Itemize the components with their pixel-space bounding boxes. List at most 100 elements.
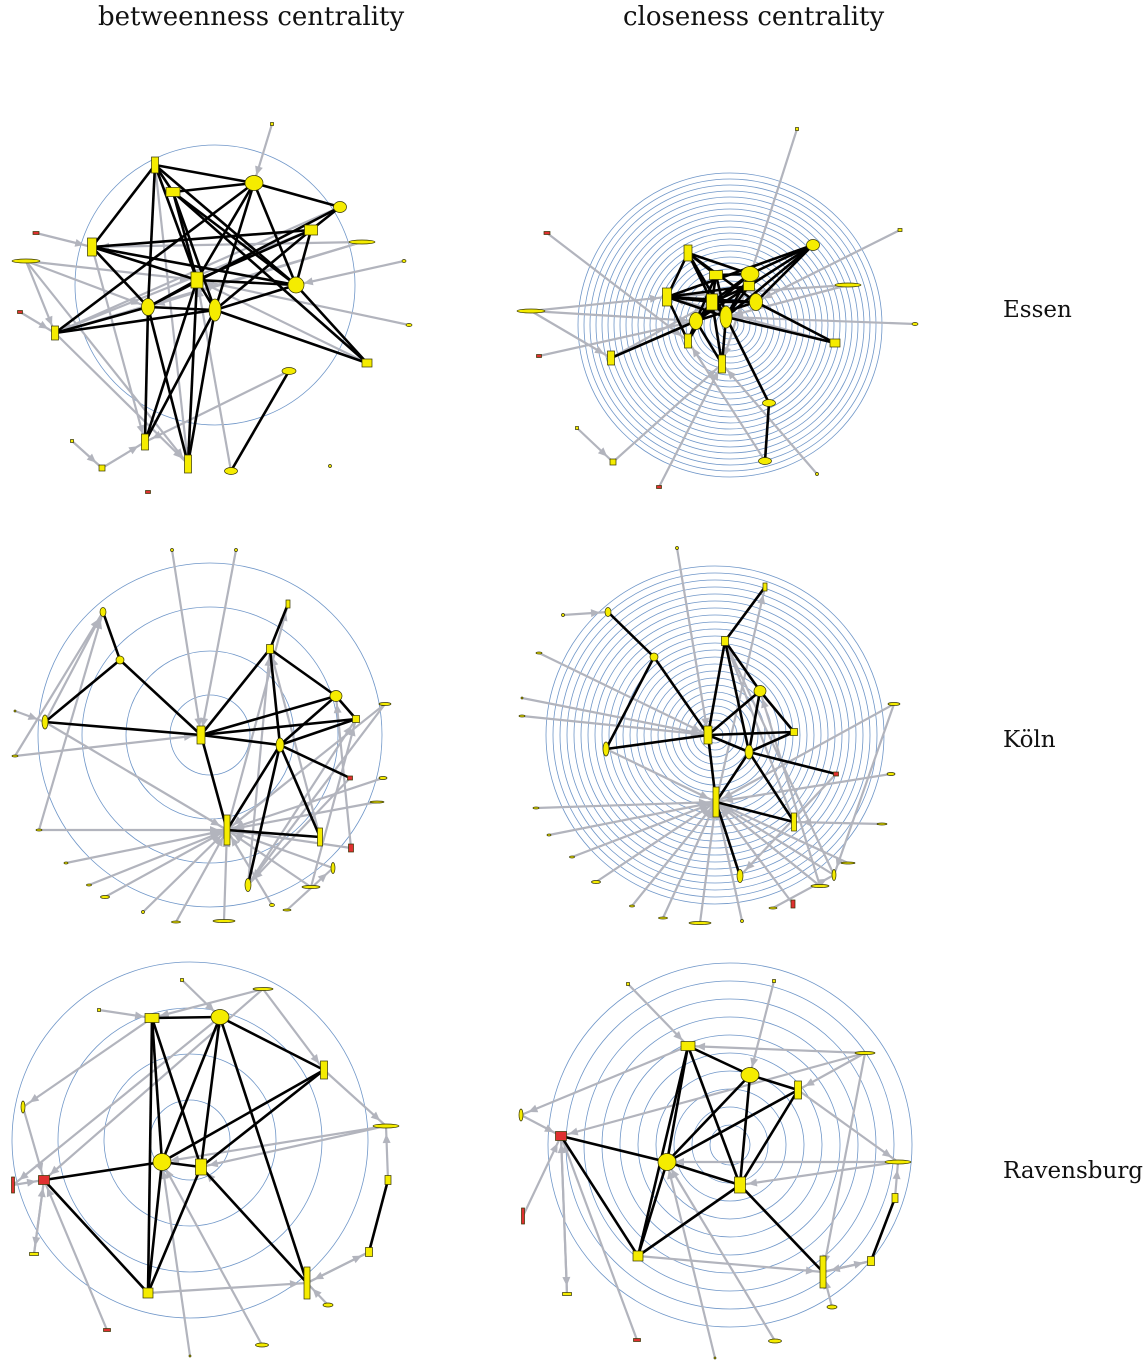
actor-node — [911, 322, 919, 326]
column-title-betweenness: betweenness centrality — [98, 2, 405, 32]
strong-tie-edge — [725, 243, 814, 319]
actor-node — [626, 982, 630, 986]
actor-node — [63, 861, 69, 865]
actor-node — [328, 464, 332, 468]
actor-node — [208, 298, 222, 322]
actor-node — [365, 1247, 373, 1257]
strong-tie-edge — [707, 733, 750, 754]
edge-arrowhead — [160, 1169, 169, 1180]
ring — [619, 1034, 841, 1256]
actor-node — [629, 904, 635, 908]
edge-arrowhead — [46, 1187, 55, 1198]
actor-node — [320, 1060, 328, 1080]
weak-tie-edge — [151, 987, 264, 1020]
actor-node — [829, 338, 841, 348]
strong-tie-edge — [196, 228, 312, 282]
strong-tie-edge — [604, 656, 656, 750]
strong-tie-edge — [666, 1160, 741, 1187]
actor-node — [255, 1342, 269, 1348]
strong-tie-edge — [747, 690, 762, 753]
actor-node — [712, 786, 720, 818]
actor-node — [369, 800, 385, 804]
strong-tie-edge — [748, 730, 795, 754]
actor-node — [141, 298, 155, 316]
strong-tie-edge — [90, 164, 157, 248]
weak-tie-edge — [797, 1089, 899, 1163]
strong-tie-edge — [143, 279, 199, 443]
edge-arrowhead — [312, 1288, 322, 1299]
network-ravensburg-betweenness — [11, 961, 400, 1358]
ring — [583, 178, 877, 472]
weak-tie-edge — [247, 703, 386, 886]
actor-node — [11, 1176, 15, 1194]
edge-arrowhead — [710, 371, 719, 381]
actor-node — [790, 728, 798, 736]
strong-tie-edge — [146, 1161, 164, 1294]
weak-tie-edge — [658, 363, 723, 488]
weak-tie-edge — [54, 228, 312, 335]
strong-tie-edge — [666, 243, 814, 299]
strong-tie-edge — [91, 245, 297, 287]
strong-tie-edge — [279, 695, 337, 746]
edge-arrowhead — [234, 822, 245, 831]
actor-node — [633, 1338, 641, 1342]
actor-node — [680, 1041, 696, 1051]
strong-tie-edge — [605, 733, 709, 751]
strong-tie-edge — [147, 305, 216, 312]
weak-tie-edge — [90, 246, 147, 443]
edge-arrowhead — [761, 698, 769, 709]
strong-tie-edge — [707, 730, 795, 737]
actor-node — [591, 880, 601, 884]
actor-node — [282, 908, 292, 912]
actor-node — [543, 231, 551, 235]
actor-node — [29, 1252, 39, 1256]
actor-node — [97, 1008, 101, 1012]
actor-node — [115, 655, 125, 665]
strong-tie-edge — [91, 245, 198, 282]
actor-node — [810, 884, 830, 888]
weak-tie-edge — [144, 370, 290, 443]
network-koeln-closeness — [518, 546, 901, 925]
weak-tie-edge — [91, 240, 363, 249]
weak-tie-edge — [160, 1161, 192, 1357]
strong-tie-edge — [279, 743, 351, 780]
weak-tie-edge — [19, 311, 56, 334]
weak-tie-edge — [546, 232, 689, 342]
ring — [587, 607, 843, 863]
weak-tie-edge — [725, 283, 849, 319]
edge-arrowhead — [134, 1011, 145, 1020]
edge-arrowhead — [317, 873, 328, 883]
weak-tie-edge — [595, 801, 717, 883]
edge-arrowhead — [212, 835, 222, 845]
strong-tie-edge — [200, 1166, 308, 1284]
weak-tie-edge — [226, 703, 386, 831]
weak-tie-edge — [612, 363, 723, 463]
ring — [601, 196, 859, 454]
edge-arrowhead — [19, 1171, 29, 1180]
actor-node — [688, 921, 712, 925]
edge-arrowhead — [196, 287, 204, 298]
actor-node — [17, 310, 23, 314]
weak-tie-edge — [199, 549, 238, 736]
edge-arrowhead — [27, 712, 38, 720]
actor-node — [13, 709, 17, 713]
actor-node — [266, 644, 274, 654]
edge-arrowhead — [128, 446, 139, 455]
strong-tie-edge — [225, 744, 282, 831]
weak-tie-edge — [14, 611, 104, 757]
ring — [691, 1106, 769, 1184]
weak-tie-edge — [605, 748, 717, 803]
edge-arrowhead — [675, 1158, 684, 1166]
actor-node — [607, 350, 615, 366]
actor-node — [348, 239, 376, 245]
strong-tie-edge — [153, 164, 199, 281]
weak-tie-edge — [37, 611, 105, 831]
strong-tie-edge — [714, 751, 751, 803]
edge-arrowhead — [303, 277, 314, 286]
actor-node — [609, 458, 617, 466]
ring — [573, 593, 857, 877]
weak-tie-edge — [720, 128, 799, 365]
ring — [169, 694, 251, 776]
weak-tie-edge — [54, 332, 189, 465]
actor-node — [99, 607, 107, 617]
